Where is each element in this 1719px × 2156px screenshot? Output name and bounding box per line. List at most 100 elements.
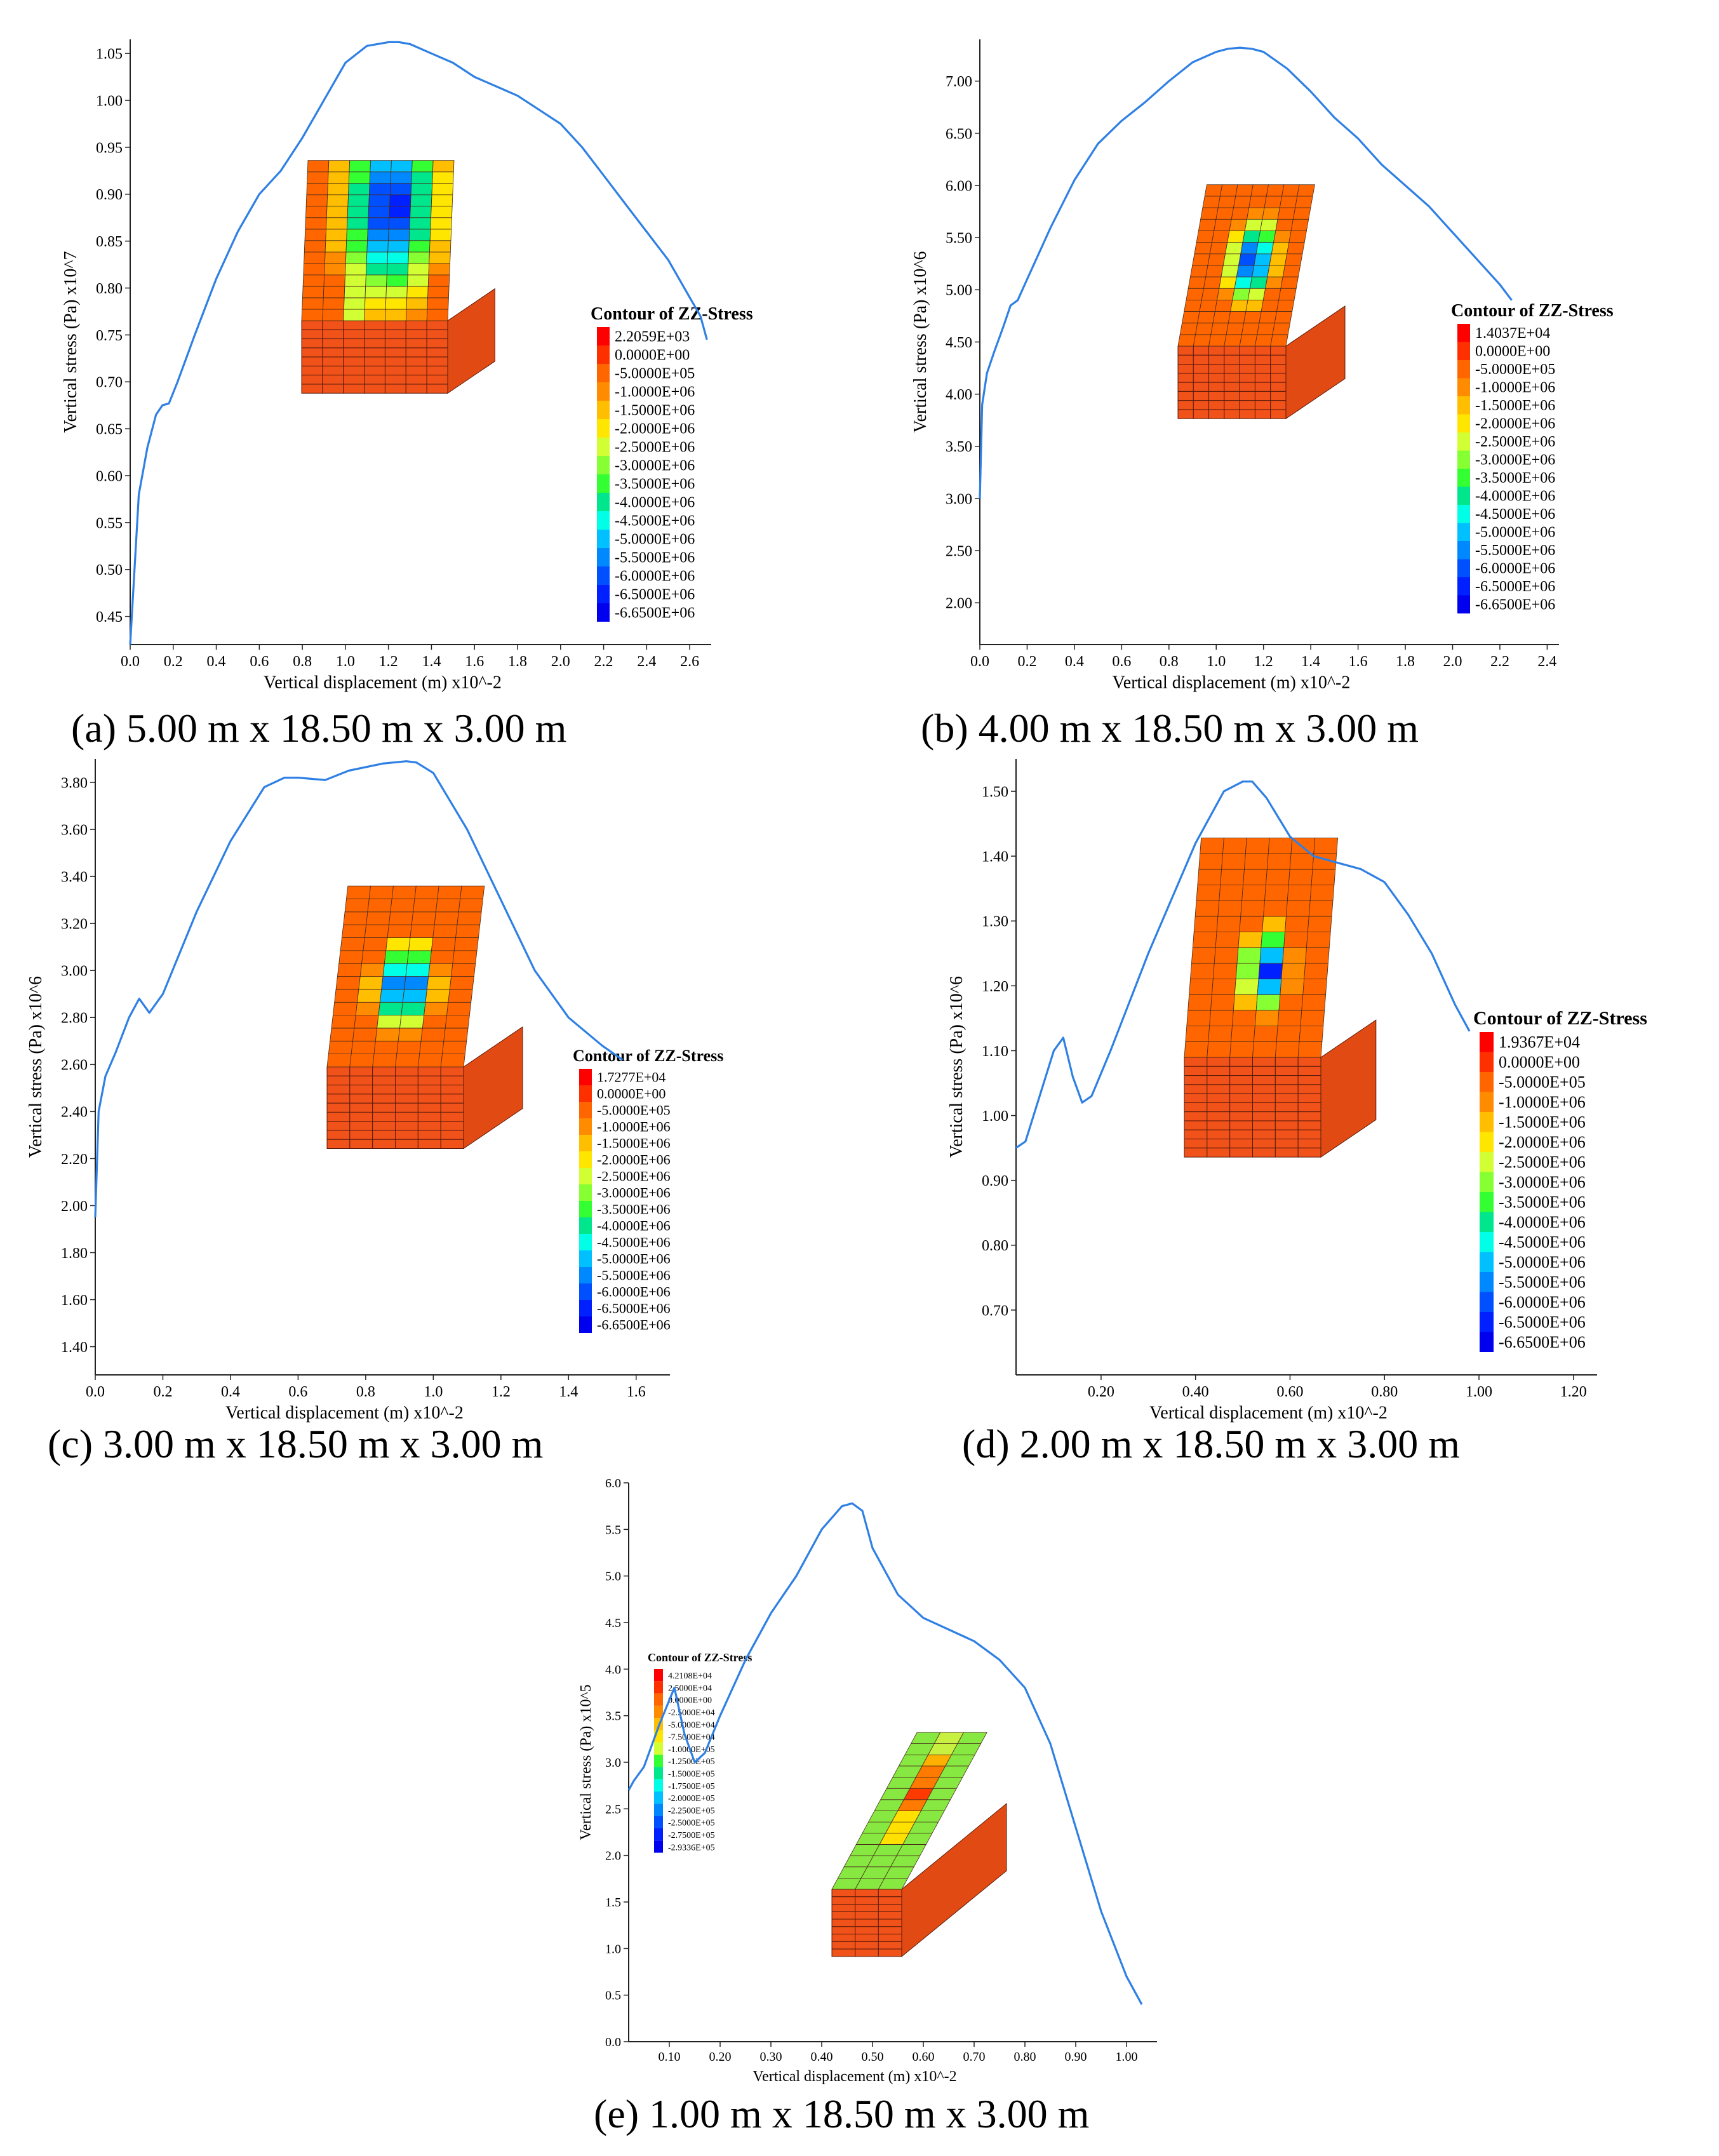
panel-b-top-cell: [1229, 218, 1248, 231]
panel-b-top-cell: [1205, 265, 1224, 278]
panel-d-top-cell: [1262, 916, 1287, 933]
panel-d-front-cell: [1207, 1111, 1231, 1122]
panel-a-legend-swatch: [597, 419, 610, 438]
panel-d-front-cell: [1229, 1111, 1253, 1122]
panel-d-front-cell: [1274, 1120, 1299, 1130]
panel-a-top-cell: [411, 171, 433, 184]
panel-d-top-cell: [1210, 994, 1235, 1011]
panel-b-top-cell: [1186, 288, 1204, 300]
panel-c-top-cell: [424, 1001, 449, 1016]
panel-c-top-cell: [419, 1040, 445, 1055]
panel-a-top-cell: [389, 194, 411, 207]
panel-c-top-cell: [428, 963, 453, 977]
panel-c-legend-label: 1.7277E+04: [597, 1069, 666, 1085]
panel-a-x-tick-label: 1.8: [508, 653, 527, 670]
panel-a-top-cell: [345, 251, 368, 264]
panel-a-top-cell: [366, 251, 389, 264]
panel-a-top-cell: [431, 206, 453, 218]
panel-b-top-cell: [1240, 242, 1259, 255]
panel-a-x-tick-label: 1.6: [465, 653, 484, 670]
panel-b-y-tick-label: 7.00: [946, 74, 972, 90]
panel-e-front-cell: [831, 1889, 856, 1898]
panel-c-top-cell: [453, 937, 479, 951]
panel-c-front-cell: [395, 1121, 418, 1131]
panel-c-legend-swatch: [579, 1184, 592, 1201]
panel-a-y-tick-label: 1.05: [96, 46, 123, 63]
panel-d-top-cell: [1243, 869, 1268, 885]
panel-a-legend-swatch: [597, 382, 610, 401]
panel-b-front-cell: [1177, 345, 1194, 356]
panel-b-top-cell: [1276, 299, 1295, 312]
panel-c-front-cell: [326, 1111, 351, 1122]
panel-a-top-cell: [307, 160, 330, 173]
panel-b-front-cell: [1239, 345, 1255, 356]
panel-c-top-cell: [434, 911, 459, 925]
panel-b-front-cell: [1208, 400, 1225, 410]
panel-a-front-cell: [301, 375, 323, 385]
panel-d-top-cell: [1282, 947, 1307, 964]
panel-e-legend-label: -1.7500E+05: [668, 1782, 715, 1791]
panel-a-y-axis-label: Vertical stress (Pa) x10^7: [61, 251, 81, 432]
panel-d-top-cell: [1306, 932, 1331, 948]
panel-a-legend-label: -2.5000E+06: [615, 439, 695, 456]
panel-d-front-cell: [1274, 1057, 1299, 1067]
panel-a-y-tick-label: 0.60: [96, 468, 123, 485]
panel-d-front-cell: [1297, 1075, 1321, 1085]
panel-d-legend-label: -2.5000E+06: [1499, 1153, 1586, 1172]
panel-d-y-tick-label: 1.30: [982, 914, 1008, 930]
panel-a-x-axis-label: Vertical displacement (m) x10^-2: [264, 673, 502, 692]
panel-b-front-cell: [1193, 364, 1210, 374]
panel-b-top-cell: [1267, 265, 1285, 278]
panel-e-y-tick-label: 0.5: [605, 1989, 621, 2003]
panel-d-front-cell: [1274, 1139, 1299, 1149]
panel-a-top-cell: [365, 286, 387, 298]
panel-d-front-cell: [1184, 1111, 1208, 1122]
panel-a-y-tick-label: 0.50: [96, 562, 123, 579]
panel-b-top-cell: [1274, 311, 1293, 324]
panel-a-front-cell: [301, 384, 323, 394]
panel-c-legend-swatch: [579, 1151, 592, 1168]
panel-d: 0.20 0.40 0.60 0.80 1.00 1.20 0.70 0.80 0.90 1.00…: [947, 759, 1647, 1466]
panel-a-top-cell: [410, 183, 433, 196]
panel-a-front-cell: [322, 365, 344, 376]
panel-c-top-cell: [335, 976, 361, 990]
panel-a-legend-label: 0.0000E+00: [615, 347, 690, 364]
panel-b-legend-swatch: [1457, 324, 1470, 342]
panel-c-front-cell: [395, 1139, 418, 1149]
panel-b-front-cell: [1177, 409, 1194, 419]
panel-c-top-cell: [413, 899, 438, 913]
panel-d-front-cell: [1297, 1148, 1321, 1158]
panel-a-top-cell: [323, 297, 345, 310]
panel-d-legend-label: -4.5000E+06: [1499, 1233, 1586, 1252]
panel-e-x-tick-label: 0.40: [811, 2050, 833, 2064]
panel-d-top-cell: [1240, 900, 1265, 917]
panel-d-caption: (d) 2.00 m x 18.50 m x 3.00 m: [962, 1421, 1460, 1466]
panel-a-top-cell: [364, 297, 387, 310]
panel-d-top-cell: [1311, 869, 1336, 885]
panel-e-front-cell: [878, 1926, 902, 1935]
panel-c-legend-swatch: [579, 1085, 592, 1102]
panel-a-top-cell: [327, 183, 349, 196]
panel-a-top-cell: [405, 309, 428, 321]
panel-e-front-cell: [831, 1904, 856, 1912]
panel-b-front-cell: [1239, 364, 1255, 374]
panel-a-top-cell: [389, 206, 411, 218]
panel-b-front-cell: [1270, 400, 1287, 410]
panel-d-legend-swatch: [1480, 1172, 1494, 1192]
panel-e-front-cell: [855, 1896, 879, 1905]
panel-b-top-cell: [1209, 242, 1228, 255]
panel-d-top-cell: [1187, 994, 1212, 1011]
panel-a-top-cell: [323, 274, 345, 287]
panel-d-top-cell: [1313, 838, 1339, 854]
panel-c-top-cell: [411, 911, 436, 925]
panel-b-top-cell: [1194, 242, 1212, 255]
panel-a-top-cell: [430, 217, 452, 230]
panel-a-legend-label: -5.0000E+06: [615, 532, 695, 548]
panel-c-x-tick-label: 0.6: [288, 1384, 307, 1400]
panel-b-y-tick-label: 6.50: [946, 126, 972, 142]
panel-b-top-cell: [1257, 323, 1275, 335]
panel-a-front-cell: [364, 356, 385, 366]
panel-d-front-cell: [1297, 1084, 1321, 1094]
panel-d-legend-swatch: [1480, 1032, 1494, 1052]
panel-b-x-tick-label: 1.0: [1207, 653, 1226, 670]
